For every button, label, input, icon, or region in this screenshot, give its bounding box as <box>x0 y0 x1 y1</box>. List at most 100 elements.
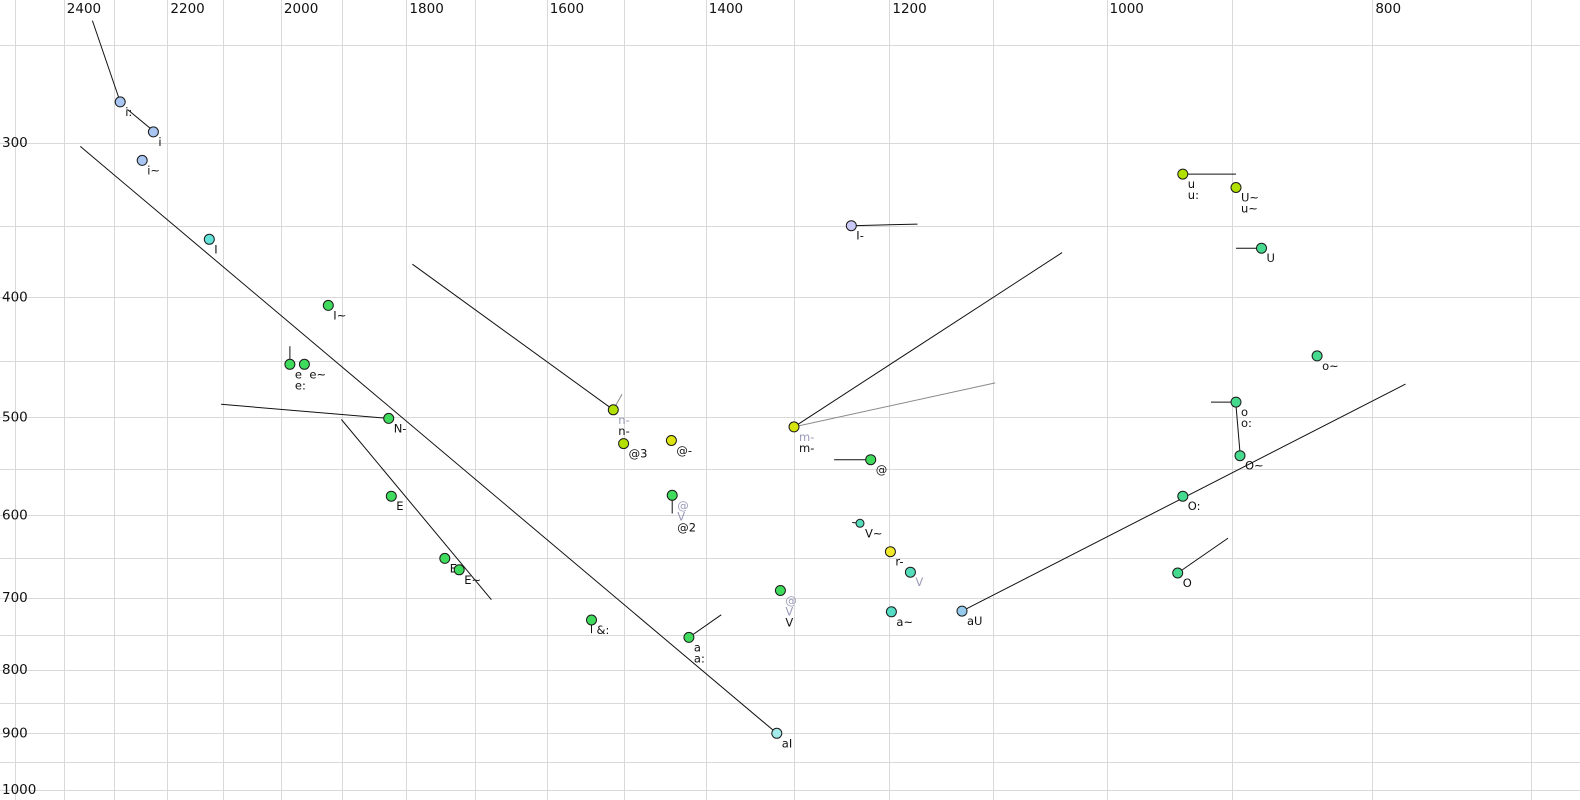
x-tick-label-2000: 2000 <box>284 1 318 17</box>
x-tick-label-2200: 2200 <box>170 1 204 17</box>
vowel-point-n-syllabic[interactable] <box>607 404 619 416</box>
vowel-point-cap-n[interactable] <box>383 412 395 424</box>
trajectory-a-tick <box>688 614 722 638</box>
trajectory-long-diagonal-to-aI <box>79 146 778 734</box>
vowel-label-caret-gray-0: V <box>915 575 923 589</box>
vowel-point-cap-i-nasal[interactable] <box>322 299 334 311</box>
vowel-point-o-nasal[interactable] <box>1311 350 1323 362</box>
vowel-point-ai-diphthong[interactable] <box>771 727 783 739</box>
x-tick-label-1200: 1200 <box>892 1 926 17</box>
vowel-point-group-i-long: i: <box>114 96 132 119</box>
vowel-point-e-nasal[interactable] <box>298 358 310 370</box>
vowel-point-group-cap-e-nasal: E~ <box>453 564 481 587</box>
vowel-point-i[interactable] <box>147 126 159 138</box>
vowel-label-cap-u-0: U <box>1267 251 1275 265</box>
vowel-point-cap-u-nasal[interactable] <box>1230 182 1242 193</box>
y-tick-label-500: 500 <box>2 409 28 425</box>
x-tick-label-800: 800 <box>1375 1 1401 17</box>
vowel-point-r-syllabic[interactable] <box>884 546 896 558</box>
vowel-label-caret-nasal-0: V~ <box>865 526 883 540</box>
vowel-point-u-long[interactable] <box>1177 168 1189 180</box>
vowel-point-open-o-nasal[interactable] <box>1234 450 1246 462</box>
y-tick-label-900: 900 <box>2 725 28 741</box>
vowel-label-a-nasal-0: a~ <box>896 615 913 629</box>
vowel-point-schwa[interactable] <box>865 454 877 466</box>
vowel-point-cap-u[interactable] <box>1256 242 1267 254</box>
vowel-point-group-i: i <box>147 126 162 149</box>
trajectory-through-cap-e <box>341 419 492 601</box>
vowel-label-r-syllabic-0: r- <box>895 555 903 569</box>
vowel-label-e-0: e <box>295 367 302 381</box>
vowel-label-o-nasal-0: o~ <box>1322 359 1339 373</box>
vowel-label-m-syllabic-1: m- <box>799 441 814 455</box>
vowel-point-group-cap-i-nasal: I~ <box>322 299 346 322</box>
vowel-point-m-syllabic[interactable] <box>788 421 800 433</box>
vowel-label-caret-schwa-0: @ <box>785 594 797 608</box>
vowel-point-e[interactable] <box>284 358 296 370</box>
x-tick-label-1800: 1800 <box>409 1 443 17</box>
vowel-point-schwa-dash[interactable] <box>665 435 677 446</box>
trajectory-cap-i-dash-line <box>851 223 918 227</box>
vowel-point-group-schwa3: @3 <box>618 438 647 461</box>
vowel-point-group-cap-i: I <box>203 233 218 256</box>
vowel-point-au-diphthong[interactable] <box>956 605 968 617</box>
vowel-point-group-o-long: oo: <box>1230 396 1252 430</box>
vowel-label-schwa-0: @ <box>876 463 888 477</box>
vowel-label-e-nasal-0: e~ <box>309 367 326 381</box>
vowel-label-au-diphthong-0: aU <box>967 614 982 628</box>
vowel-point-caret-schwa[interactable] <box>774 585 786 596</box>
trajectory-into-i-long <box>91 20 121 103</box>
trajectory-o-to-open-o-nasal <box>1235 405 1241 453</box>
vowel-point-caret-nasal[interactable] <box>855 518 865 528</box>
vowel-label-i-0: i <box>158 135 161 149</box>
vowel-point-group-r-syllabic: r- <box>884 546 904 569</box>
vowel-point-group-caret-schwa: @VV <box>774 585 797 630</box>
vowel-point-ae-long[interactable] <box>586 614 597 626</box>
trajectory-open-o-line <box>1177 537 1229 574</box>
vowel-point-group-cap-u: U <box>1256 242 1275 265</box>
vowel-label-i-nasal-0: i~ <box>147 163 160 177</box>
vowel-point-i-long[interactable] <box>114 96 126 108</box>
vowel-point-schwa3[interactable] <box>618 438 630 450</box>
vowel-point-cap-e[interactable] <box>385 490 397 502</box>
vowel-point-caret-gray[interactable] <box>904 566 916 578</box>
vowel-point-schwa2[interactable] <box>666 489 678 501</box>
y-tick-label-800: 800 <box>2 662 28 678</box>
vowel-point-group-a: aa: <box>683 631 705 665</box>
vowel-point-group-au-diphthong: aU <box>956 605 982 628</box>
vowel-point-group-caret-nasal: V~ <box>855 518 883 540</box>
vowel-point-group-u-long: uu: <box>1177 168 1199 202</box>
vowel-label-cap-e-nasal-0: E~ <box>464 573 481 587</box>
vowel-point-group-ai-diphthong: aI <box>771 727 792 750</box>
vowel-point-open-o-long[interactable] <box>1177 490 1189 502</box>
trajectory-into-cap-n <box>221 403 389 419</box>
vowel-label-n-syllabic-1: n- <box>618 424 629 438</box>
vowel-point-open-o[interactable] <box>1172 567 1184 579</box>
vowel-point-cap-i-dash[interactable] <box>845 220 857 232</box>
vowel-point-a[interactable] <box>683 631 695 643</box>
vowel-point-group-schwa2: @V@2 <box>666 489 696 534</box>
vowel-label-n-syllabic-0: n- <box>618 413 629 427</box>
y-tick-label-400: 400 <box>2 289 28 305</box>
vowel-points: i:ii~II~ee:e~N-EE:E~&:n-n-@3@-@V@2aa:aI@… <box>114 96 1339 750</box>
vowel-point-cap-i[interactable] <box>203 233 215 245</box>
vowel-point-i-nasal[interactable] <box>136 154 148 166</box>
vowel-label-open-o-0: O <box>1183 576 1192 590</box>
vowel-point-group-a-nasal: a~ <box>885 606 913 629</box>
vowel-label-cap-u-nasal-0: U~ <box>1241 191 1259 205</box>
vowel-point-group-i-nasal: i~ <box>136 154 160 177</box>
trajectory-m-black <box>793 252 1063 428</box>
vowel-point-a-nasal[interactable] <box>885 606 897 618</box>
vowel-point-o-long[interactable] <box>1230 396 1242 408</box>
vowel-label-open-o-long-0: O: <box>1188 499 1201 513</box>
vowel-label-open-o-nasal-0: O~ <box>1245 459 1264 473</box>
vowel-label-u-long-0: u <box>1188 177 1195 191</box>
x-tick-label-1600: 1600 <box>550 1 584 17</box>
vowel-point-cap-e-long[interactable] <box>439 552 451 564</box>
vowel-point-cap-e-nasal[interactable] <box>453 564 465 576</box>
x-tick-label-2400: 2400 <box>67 1 101 17</box>
vowel-label-ae-long-0: &: <box>597 623 610 637</box>
